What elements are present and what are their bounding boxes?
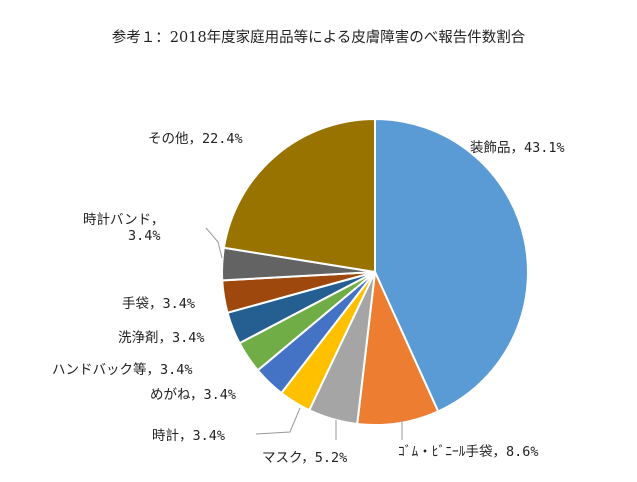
label-watch-band-line2: 3.4% bbox=[128, 228, 161, 244]
label-rubber-gloves: ｺﾞﾑ・ﾋﾞﾆｰﾙ手袋，8.6% bbox=[398, 444, 539, 460]
chart-title: 参考１：2018年度家庭用品等による皮膚障害のべ報告件数割合 bbox=[111, 30, 526, 46]
label-handbag: ハンドバック等，3.4% bbox=[52, 362, 193, 378]
pie-slice-0 bbox=[374, 117, 529, 413]
label-glasses: めがね，3.4% bbox=[150, 387, 236, 403]
pie-slice-1 bbox=[356, 268, 440, 426]
label-watch: 時計，3.4% bbox=[152, 428, 226, 444]
leader-line-watch bbox=[255, 407, 301, 435]
label-mask: マスク，5.2% bbox=[262, 450, 348, 466]
pie-slice-9 bbox=[222, 117, 376, 274]
leader-line-watch-band bbox=[205, 227, 223, 259]
label-detergent: 洗浄剤，3.4% bbox=[118, 330, 205, 346]
label-other: その他，22.4% bbox=[148, 131, 243, 147]
label-gloves: 手袋，3.4% bbox=[122, 296, 196, 312]
label-accessories: 装飾品，43.1% bbox=[470, 140, 565, 156]
label-watch-band-line1: 時計バンド， bbox=[83, 212, 165, 228]
